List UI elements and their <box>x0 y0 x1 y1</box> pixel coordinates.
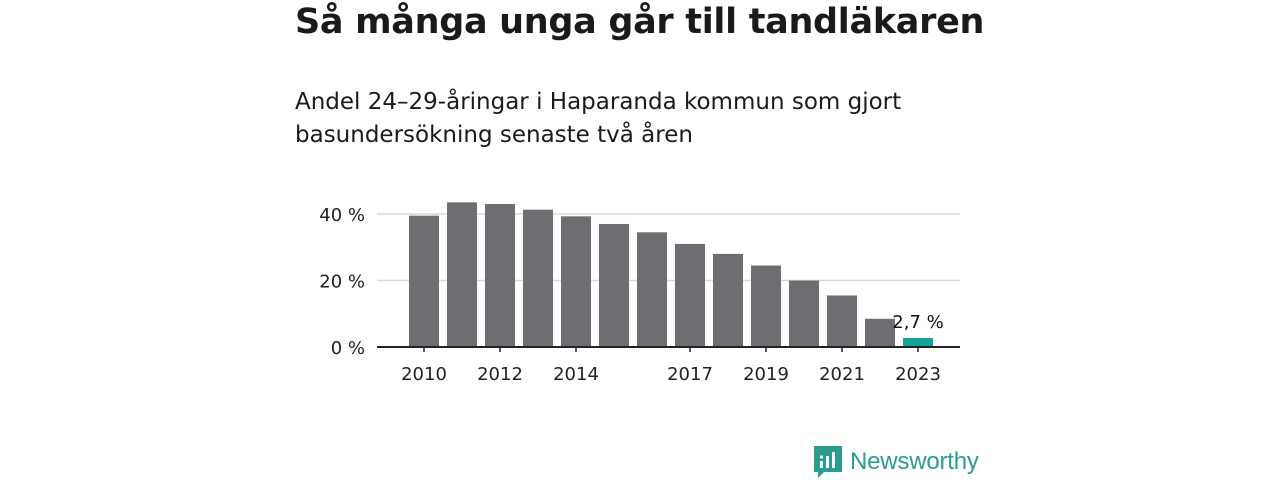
y-tick-label: 0 % <box>331 338 365 359</box>
bar <box>789 280 819 347</box>
bar <box>409 215 439 347</box>
x-tick-label: 2010 <box>401 364 447 385</box>
brand-name: Newsworthy <box>850 448 979 475</box>
x-tick-label: 2012 <box>477 364 523 385</box>
bar <box>713 253 743 347</box>
bar <box>561 216 591 347</box>
bar <box>599 223 629 347</box>
bar <box>485 204 515 347</box>
newsworthy-logo-icon <box>814 446 842 478</box>
x-tick-label: 2017 <box>667 364 713 385</box>
labels: 0 % 20 % 40 % 2010 2012 2014 2017 2019 2021 2023 2… <box>319 205 943 385</box>
bar <box>865 318 895 347</box>
y-tick-label: 40 % <box>319 205 365 226</box>
x-tick-label: 2019 <box>743 364 789 385</box>
x-tick-label: 2023 <box>895 364 941 385</box>
bar <box>675 243 705 347</box>
data-label: 2,7 % <box>892 312 943 333</box>
axes <box>377 346 960 352</box>
bar <box>637 232 667 347</box>
bar <box>523 209 553 347</box>
bar <box>751 265 781 347</box>
x-tick-label: 2014 <box>553 364 599 385</box>
chart-subtitle: Andel 24–29-åringar i Haparanda kommun s… <box>295 89 902 148</box>
x-tick-label: 2021 <box>819 364 865 385</box>
y-tick-label: 20 % <box>319 272 365 293</box>
bar <box>447 202 477 347</box>
bars <box>409 202 933 347</box>
page-title: Så många unga går till tandläkaren <box>295 2 985 42</box>
bar <box>903 338 933 347</box>
newsworthy-logo: Newsworthy <box>814 446 979 478</box>
bar <box>827 295 857 347</box>
